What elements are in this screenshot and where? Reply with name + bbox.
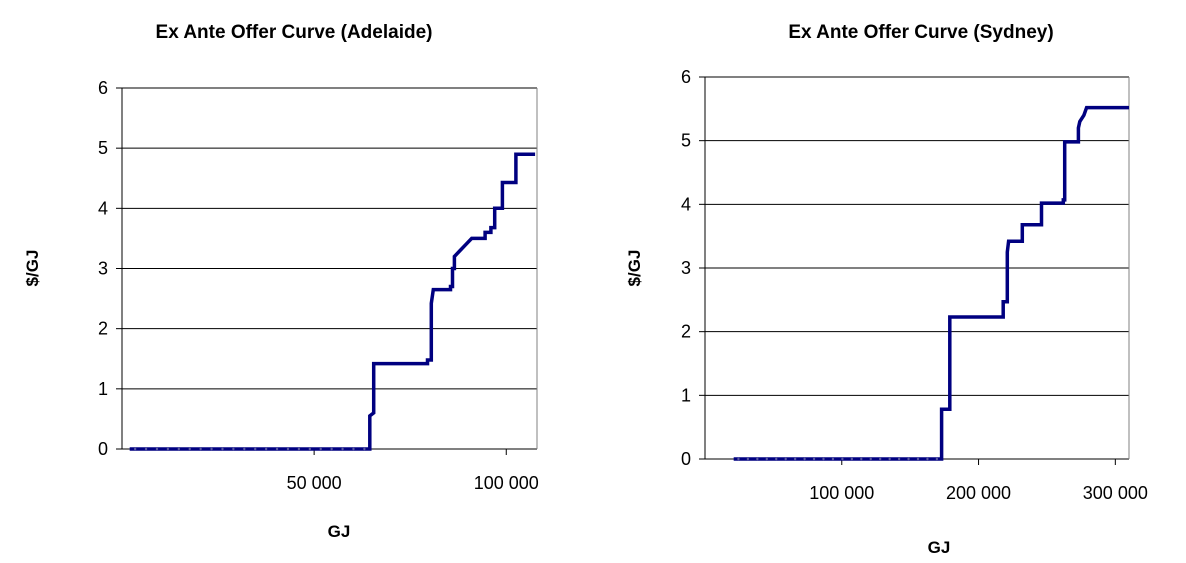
sydney-baseline-marker-2 bbox=[756, 457, 759, 461]
adelaide-x-tick-label-1: 100 000 bbox=[474, 473, 539, 493]
sydney-baseline-marker-17 bbox=[897, 457, 901, 461]
sydney-baseline-marker-6 bbox=[793, 457, 797, 461]
sydney-x-tick-label-1: 200 000 bbox=[946, 483, 1011, 503]
sydney-baseline-marker-5 bbox=[784, 457, 787, 461]
chart-sydney: 0 1 2 3 4 5 6 100 000 200 000 300 000 Ex Ante Offe… bbox=[592, 0, 1186, 563]
sydney-baseline-marker-20 bbox=[926, 457, 929, 461]
adelaide-baseline-marker-20 bbox=[352, 447, 355, 451]
sydney-baseline-marker-11 bbox=[841, 457, 844, 461]
adelaide-baseline-marker-19 bbox=[341, 447, 344, 451]
adelaide-y-tick-label-2: 2 bbox=[98, 319, 108, 339]
adelaide-y-tick-label-6: 6 bbox=[98, 78, 108, 98]
adelaide-baseline-marker-15 bbox=[297, 447, 301, 451]
sydney-baseline-marker-3 bbox=[765, 457, 768, 461]
sydney-x-axis-label: GJ bbox=[928, 538, 951, 557]
adelaide-baseline-marker-7 bbox=[210, 447, 213, 451]
adelaide-chart-title: Ex Ante Offer Curve (Adelaide) bbox=[156, 22, 433, 43]
sydney-x-tick-label-2: 300 000 bbox=[1083, 483, 1148, 503]
sydney-baseline-marker-15 bbox=[878, 457, 882, 461]
adelaide-baseline-marker-18 bbox=[330, 447, 333, 451]
sydney-y-tick-label-2: 2 bbox=[681, 322, 691, 342]
sydney-baseline-marker-7 bbox=[803, 457, 806, 461]
chart-adelaide: 0 1 2 3 4 5 6 50 000 100 000 Ex Ante Offer Curve … bbox=[0, 0, 590, 563]
adelaide-baseline-marker-13 bbox=[275, 447, 279, 451]
sydney-y-axis-label: $/GJ bbox=[625, 250, 644, 287]
adelaide-baseline-marker-1 bbox=[144, 447, 148, 451]
sydney-baseline-marker-18 bbox=[907, 457, 910, 461]
sydney-series-line-0 bbox=[733, 105, 1129, 461]
adelaide-baseline-marker-12 bbox=[264, 447, 268, 451]
adelaide-series-line-0 bbox=[129, 152, 536, 451]
adelaide-y-tick-label-1: 1 bbox=[98, 379, 108, 399]
sydney-baseline-marker-13 bbox=[860, 457, 863, 461]
sydney-baseline-marker-8 bbox=[812, 457, 816, 461]
sydney-baseline-marker-0 bbox=[737, 457, 740, 461]
sydney-baseline-marker-16 bbox=[888, 457, 891, 461]
adelaide-y-tick-label-5: 5 bbox=[98, 138, 108, 158]
sydney-y-tick-label-1: 1 bbox=[681, 385, 691, 405]
sydney-y-tick-label-0: 0 bbox=[681, 449, 691, 469]
adelaide-baseline-marker-14 bbox=[286, 447, 290, 451]
sydney-baseline-marker-14 bbox=[869, 457, 872, 461]
sydney-baseline-marker-10 bbox=[831, 457, 835, 461]
adelaide-baseline-marker-10 bbox=[243, 447, 246, 451]
adelaide-baseline-marker-17 bbox=[319, 447, 322, 451]
adelaide-baseline-marker-11 bbox=[254, 447, 257, 451]
sydney-baseline-marker-19 bbox=[916, 457, 920, 461]
sydney-baseline-marker-21 bbox=[935, 457, 939, 461]
sydney-y-tick-label-4: 4 bbox=[681, 194, 691, 214]
sydney-y-tick-label-5: 5 bbox=[681, 131, 691, 151]
adelaide-y-tick-label-4: 4 bbox=[98, 198, 108, 218]
adelaide-baseline-marker-5 bbox=[188, 447, 191, 451]
adelaide-y-tick-label-3: 3 bbox=[98, 259, 108, 279]
sydney-x-tick-label-0: 100 000 bbox=[809, 483, 874, 503]
adelaide-x-axis-label: GJ bbox=[328, 522, 351, 541]
adelaide-y-axis-label: $/GJ bbox=[23, 250, 42, 287]
sydney-baseline-marker-9 bbox=[822, 457, 825, 461]
sydney-baseline-marker-12 bbox=[850, 457, 854, 461]
adelaide-baseline-marker-9 bbox=[232, 447, 235, 451]
sydney-baseline-marker-1 bbox=[746, 457, 750, 461]
adelaide-baseline-marker-6 bbox=[199, 447, 202, 451]
adelaide-baseline-marker-8 bbox=[221, 447, 224, 451]
adelaide-x-tick-label-0: 50 000 bbox=[287, 473, 342, 493]
sydney-baseline-marker-4 bbox=[775, 457, 778, 461]
chart-adelaide-svg: 0 1 2 3 4 5 6 50 000 100 000 Ex Ante Offer Curve … bbox=[23, 22, 539, 541]
adelaide-baseline-marker-2 bbox=[155, 447, 159, 451]
sydney-y-tick-label-6: 6 bbox=[681, 67, 691, 87]
adelaide-baseline-marker-3 bbox=[166, 447, 170, 451]
adelaide-baseline-marker-16 bbox=[308, 447, 312, 451]
sydney-chart-title: Ex Ante Offer Curve (Sydney) bbox=[788, 22, 1053, 43]
adelaide-baseline-marker-21 bbox=[363, 447, 366, 451]
chart-sydney-svg: 0 1 2 3 4 5 6 100 000 200 000 300 000 Ex Ante Offe… bbox=[625, 22, 1148, 557]
adelaide-baseline-marker-0 bbox=[133, 447, 137, 451]
adelaide-baseline-marker-4 bbox=[177, 447, 181, 451]
adelaide-y-tick-label-0: 0 bbox=[98, 439, 108, 459]
sydney-y-tick-label-3: 3 bbox=[681, 258, 691, 278]
